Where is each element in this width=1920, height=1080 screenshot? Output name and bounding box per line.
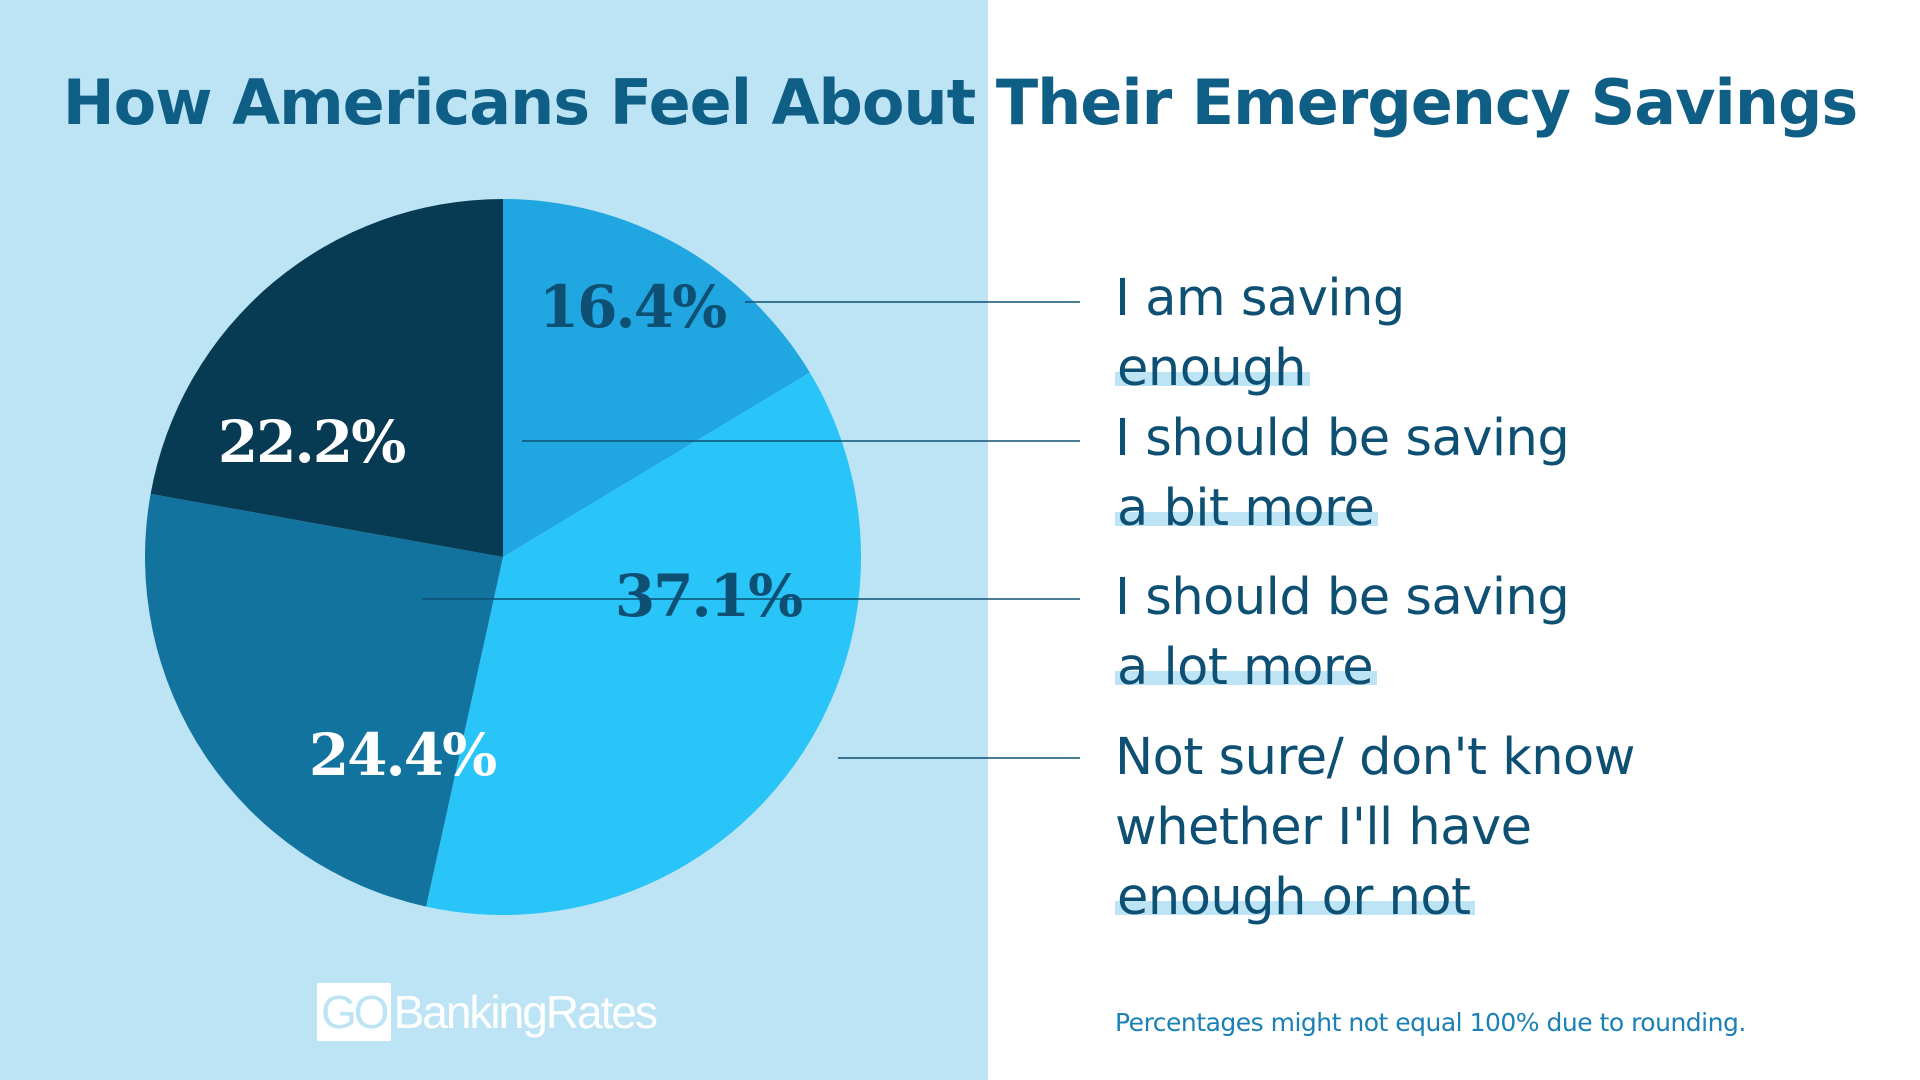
legend-label-highlight: enough [1115,339,1310,398]
legend-label-line: whether I'll have [1115,793,1835,863]
legend-label: Not sure/ don't know whether I'll have eno… [1115,723,1835,933]
slice-value-label: 16.4% [539,273,726,341]
legend-label-text: I am saving [1115,269,1405,328]
legend-label-line: a bit more [1115,474,1835,544]
legend-label-text: whether I'll have [1115,798,1532,857]
legend-label-line: Not sure/ don't know [1115,723,1835,793]
legend-label-line: enough or not [1115,863,1835,933]
legend-label-highlight: a bit more [1115,479,1379,538]
legend-label-line: I should be saving [1115,404,1835,474]
slice-value-label: 37.1% [615,562,802,630]
slice-value-label: 24.4% [309,721,496,789]
legend-label-line: a lot more [1115,633,1835,703]
legend-label: I should be saving a lot more [1115,563,1835,703]
legend-label-line: I should be saving [1115,563,1835,633]
slice-value-label: 22.2% [218,408,405,476]
legend-label-text: I should be saving [1115,409,1570,468]
chart-title: How Americans Feel About Their Emergency… [62,66,1859,139]
pie-slice [503,199,810,557]
legend-label: I am saving enough [1115,264,1835,404]
gobankingrates-logo: GO BankingRates [317,983,658,1041]
logo-wordmark: BankingRates [393,986,658,1038]
pie-slice [145,493,504,907]
legend-label-highlight: enough or not [1115,868,1475,927]
legend-label-line: enough [1115,334,1835,404]
legend-label: I should be saving a bit more [1115,404,1835,544]
rounding-footnote: Percentages might not equal 100% due to … [1115,1008,1746,1037]
legend-label-text: Not sure/ don't know [1115,728,1635,787]
legend-label-highlight: a lot more [1115,638,1378,697]
legend-label-text: I should be saving [1115,568,1570,627]
logo-go-box: GO [317,983,391,1041]
legend-label-line: I am saving [1115,264,1835,334]
pie-slice [426,372,861,915]
pie-slice [150,199,503,557]
